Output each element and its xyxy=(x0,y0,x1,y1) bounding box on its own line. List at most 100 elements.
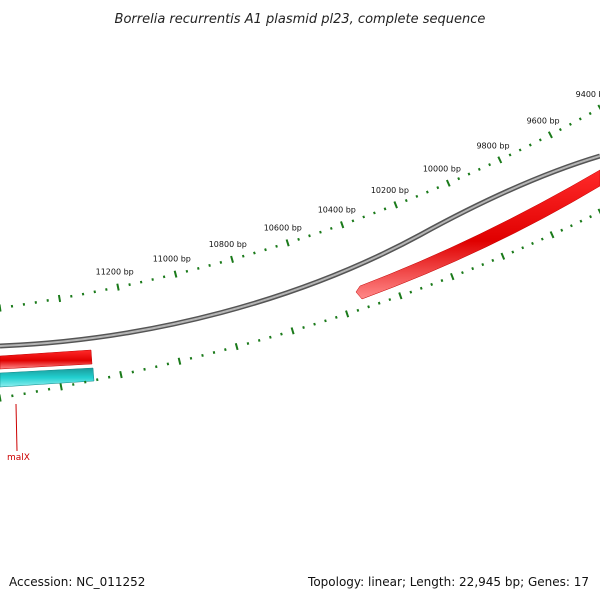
major-tick xyxy=(230,255,234,263)
minor-tick xyxy=(72,383,75,386)
major-tick xyxy=(173,270,178,278)
major-tick xyxy=(393,201,398,209)
minor-tick xyxy=(440,279,444,283)
minor-tick xyxy=(128,283,131,287)
minor-tick xyxy=(185,269,189,273)
minor-tick xyxy=(430,282,434,286)
minor-tick xyxy=(93,290,96,294)
major-tick xyxy=(116,283,120,291)
minor-tick xyxy=(189,356,193,360)
major-tick xyxy=(177,357,182,365)
major-tick xyxy=(0,394,2,402)
minor-tick xyxy=(280,332,283,336)
gene-label-leader xyxy=(15,403,18,452)
minor-tick xyxy=(511,250,515,254)
minor-tick xyxy=(471,267,475,271)
minor-tick xyxy=(518,148,522,152)
tick-label: 10600 bp xyxy=(264,224,302,233)
minor-tick xyxy=(155,365,158,369)
major-tick xyxy=(285,239,290,247)
minor-tick xyxy=(219,260,223,264)
tick-label: 11000 bp xyxy=(153,255,191,264)
reverse-gene-left[interactable] xyxy=(0,367,95,388)
minor-tick xyxy=(151,278,154,281)
minor-tick xyxy=(356,308,360,312)
minor-tick xyxy=(131,370,135,374)
minor-tick xyxy=(488,163,492,167)
minor-tick xyxy=(579,219,583,223)
tick-label: 9800 bp xyxy=(476,141,509,150)
minor-tick xyxy=(538,138,542,142)
minor-tick xyxy=(313,322,316,326)
tick-label: 10200 bp xyxy=(371,186,409,195)
tick-label: 9600 bp xyxy=(527,117,560,126)
minor-tick xyxy=(388,298,392,302)
minor-tick xyxy=(107,375,111,379)
outer-tick-labels: 9400 bp 9600 bp 9800 bp 10000 bp 10200 bp 104… xyxy=(96,90,600,276)
minor-tick xyxy=(47,387,51,391)
minor-tick xyxy=(383,207,387,211)
tick-label: 10800 bp xyxy=(209,240,247,249)
map-title: Borrelia recurrentis A1 plasmid pl23, co… xyxy=(115,12,486,27)
minor-tick xyxy=(491,258,495,262)
forward-gene-right[interactable] xyxy=(355,169,600,300)
tick-label: 10000 bp xyxy=(423,165,461,174)
minor-tick xyxy=(404,199,408,203)
forward-gene-left[interactable] xyxy=(0,349,93,370)
minor-tick xyxy=(377,301,381,305)
minor-tick xyxy=(35,390,39,393)
major-tick xyxy=(234,342,239,351)
major-tick xyxy=(597,104,600,111)
minor-tick xyxy=(528,143,532,147)
minor-tick xyxy=(308,234,311,238)
minor-tick xyxy=(208,263,211,267)
minor-tick xyxy=(589,215,593,219)
major-tick xyxy=(450,272,455,281)
minor-tick xyxy=(540,237,544,241)
minor-tick xyxy=(253,251,256,255)
tick-label: 10400 bp xyxy=(318,206,356,215)
minor-tick xyxy=(139,280,143,284)
minor-tick xyxy=(166,362,170,366)
minor-tick xyxy=(508,153,512,157)
major-tick xyxy=(398,292,403,300)
minor-tick xyxy=(569,224,573,228)
tick-label: 9400 bp xyxy=(576,90,600,99)
gene-label-malx[interactable]: malX xyxy=(7,453,30,463)
minor-tick xyxy=(11,394,14,398)
minor-tick xyxy=(419,286,423,290)
major-tick xyxy=(549,231,555,239)
minor-tick xyxy=(362,215,366,219)
minor-tick xyxy=(578,117,582,121)
minor-tick xyxy=(224,348,227,352)
minor-tick xyxy=(84,380,87,384)
minor-tick xyxy=(521,246,525,250)
backbone-arc-highlight xyxy=(0,155,600,347)
minor-tick xyxy=(367,305,370,309)
minor-tick xyxy=(409,290,413,294)
major-tick xyxy=(445,179,451,187)
minor-tick xyxy=(212,351,216,354)
major-tick xyxy=(340,221,345,229)
minor-tick xyxy=(201,353,204,357)
major-tick xyxy=(119,370,123,379)
minor-tick xyxy=(257,338,261,342)
minor-tick xyxy=(560,228,564,232)
minor-tick xyxy=(481,263,485,267)
minor-tick xyxy=(558,128,562,132)
backbone-arc xyxy=(0,153,600,349)
minor-tick xyxy=(319,230,322,234)
minor-tick xyxy=(105,288,108,291)
minor-tick xyxy=(531,241,534,245)
minor-tick xyxy=(373,211,376,215)
major-tick xyxy=(497,156,503,164)
minor-tick xyxy=(436,186,440,190)
minor-tick xyxy=(246,342,250,345)
minor-tick xyxy=(467,172,471,176)
major-tick xyxy=(345,310,350,318)
major-tick xyxy=(500,252,506,260)
minor-tick xyxy=(275,244,278,248)
minor-tick xyxy=(81,292,85,296)
major-tick xyxy=(597,208,600,215)
